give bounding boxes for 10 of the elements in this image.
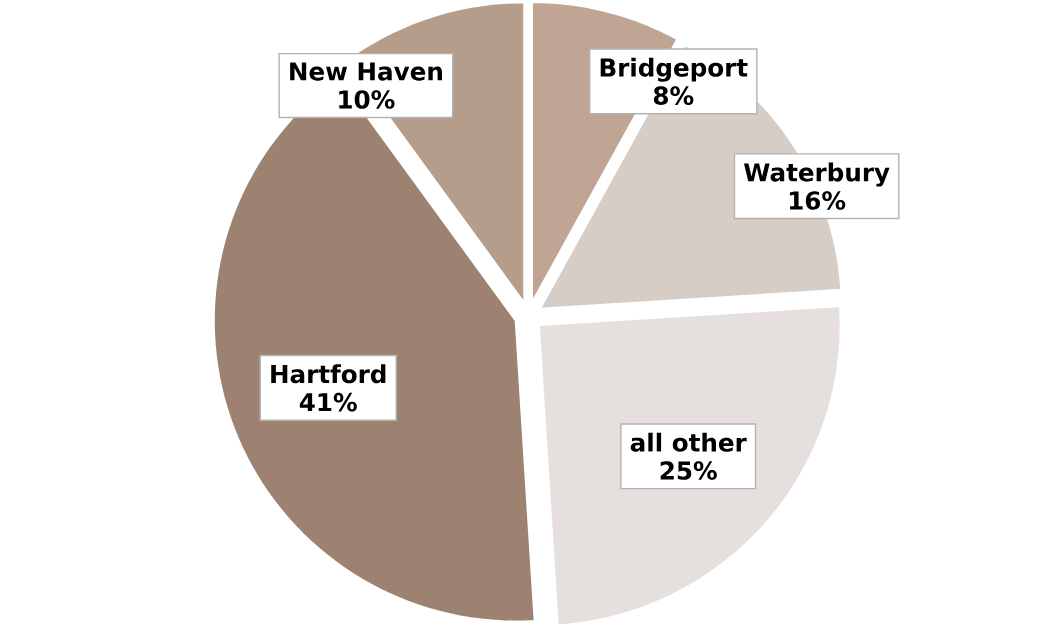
data-label: 41% xyxy=(299,392,357,412)
data-label: 16% xyxy=(789,191,846,210)
slice-label: Bridgeport xyxy=(600,57,748,82)
data-label: 25% xyxy=(660,461,717,480)
slice-label: Hartford xyxy=(271,364,386,384)
data-label: 8% xyxy=(653,86,694,105)
data-label: 10% xyxy=(339,90,395,109)
slice-label: all other xyxy=(630,432,747,452)
slice-label: New Haven xyxy=(290,62,442,81)
slice-label: Waterbury xyxy=(743,162,890,187)
